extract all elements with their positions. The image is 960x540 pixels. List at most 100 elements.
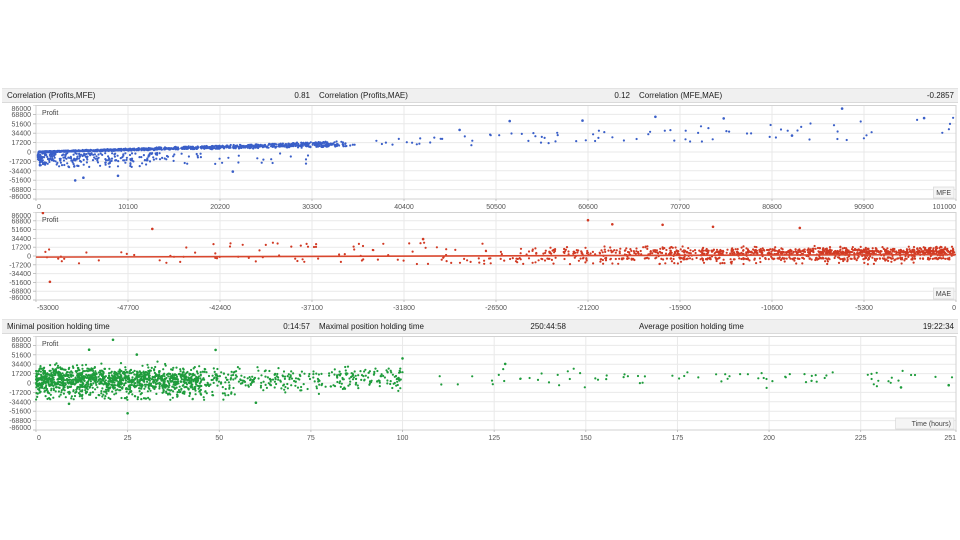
- outlier-point: [503, 362, 507, 366]
- profit-vs-mae-chart: 86000 68800 51600 34400 17200 0 -17200 -34400 -5…: [2, 211, 958, 313]
- correlation-profits-mae-cell: Correlation (Profits,MAE) 0.12: [314, 91, 634, 100]
- svg-text:0: 0: [37, 204, 41, 211]
- svg-text:-42400: -42400: [209, 305, 231, 312]
- outlier-point: [790, 134, 794, 137]
- svg-text:51600: 51600: [12, 121, 32, 128]
- svg-text:0: 0: [27, 150, 31, 157]
- x-axis-title-chip: [895, 417, 955, 430]
- svg-text:10100: 10100: [118, 204, 138, 211]
- svg-text:-21200: -21200: [577, 305, 599, 312]
- outlier-point: [82, 176, 85, 179]
- outlier-point: [711, 225, 715, 229]
- outlier-point: [41, 211, 45, 215]
- svg-text:86000: 86000: [12, 106, 32, 113]
- svg-text:101000: 101000: [933, 204, 956, 211]
- outlier-point: [508, 119, 512, 123]
- svg-text:-51600: -51600: [9, 280, 31, 287]
- svg-text:34400: 34400: [12, 236, 32, 243]
- x-axis-title: MFE: [936, 190, 951, 197]
- outlier-point: [421, 237, 425, 241]
- outlier-point: [214, 348, 217, 352]
- svg-text:80800: 80800: [762, 204, 782, 211]
- x-axis-title: MAE: [936, 291, 952, 298]
- outlier-point: [840, 107, 844, 110]
- outlier-point: [947, 383, 950, 387]
- svg-text:-47700: -47700: [117, 305, 139, 312]
- svg-text:75: 75: [307, 435, 315, 442]
- svg-text:-68800: -68800: [9, 187, 31, 194]
- profit-vs-mfe-chart: 86000 68800 51600 34400 17200 0 -17200 -34400 -5…: [2, 104, 958, 212]
- outlier-point: [231, 170, 235, 173]
- svg-text:-86000: -86000: [9, 295, 31, 302]
- svg-text:68800: 68800: [12, 343, 32, 350]
- x-axis-title-chip: [933, 186, 955, 199]
- maximal-holding-time-value: 250:44:58: [530, 322, 566, 331]
- svg-text:-68800: -68800: [9, 418, 31, 425]
- y-axis-title: Profit: [42, 341, 58, 348]
- outlier-point: [458, 128, 461, 132]
- maximal-holding-time-cell: Maximal position holding time 250:44:58: [314, 322, 634, 331]
- svg-text:-34400: -34400: [9, 168, 31, 175]
- svg-text:0: 0: [952, 305, 956, 312]
- correlation-profits-mae-value: 0.12: [614, 91, 630, 100]
- x-axis-title: Time (hours): [912, 421, 951, 428]
- correlation-mfe-mae-cell: Correlation (MFE,MAE) -0.2857: [634, 91, 958, 100]
- scatter-points: [35, 338, 954, 415]
- outlier-point: [111, 338, 115, 342]
- outlier-point: [126, 412, 129, 415]
- svg-text:50500: 50500: [486, 204, 506, 211]
- trend-line: [35, 253, 957, 258]
- svg-text:-31800: -31800: [393, 305, 415, 312]
- svg-text:0: 0: [37, 435, 41, 442]
- maximal-holding-time-label: Maximal position holding time: [319, 322, 424, 331]
- correlation-stats-bar: Correlation (Profits,MFE) 0.81 Correlati…: [2, 88, 958, 103]
- svg-text:0: 0: [27, 381, 31, 388]
- svg-text:125: 125: [488, 435, 500, 442]
- outlier-point: [586, 218, 590, 222]
- svg-text:68800: 68800: [12, 112, 32, 119]
- svg-text:0: 0: [27, 254, 31, 261]
- outlier-point: [722, 117, 725, 120]
- outlier-point: [151, 227, 154, 231]
- svg-text:-10600: -10600: [761, 305, 783, 312]
- svg-text:-37100: -37100: [301, 305, 323, 312]
- svg-text:51600: 51600: [12, 352, 32, 359]
- minimal-holding-time-value: 0:14:57: [283, 322, 310, 331]
- report-content: Correlation (Profits,MFE) 0.81 Correlati…: [2, 88, 958, 443]
- svg-text:251: 251: [944, 435, 956, 442]
- svg-text:-17200: -17200: [9, 262, 31, 269]
- svg-text:50: 50: [215, 435, 223, 442]
- svg-text:-15900: -15900: [669, 305, 691, 312]
- svg-text:70700: 70700: [670, 204, 690, 211]
- correlation-profits-mfe-value: 0.81: [294, 91, 310, 100]
- x-axis-title-chip: [933, 287, 955, 300]
- svg-text:-5300: -5300: [855, 305, 873, 312]
- svg-text:40400: 40400: [394, 204, 414, 211]
- svg-text:17200: 17200: [12, 140, 32, 147]
- correlation-mfe-mae-value: -0.2857: [926, 91, 954, 100]
- svg-text:100: 100: [397, 435, 409, 442]
- svg-text:225: 225: [855, 435, 867, 442]
- svg-text:-34400: -34400: [9, 399, 31, 406]
- outlier-point: [116, 174, 120, 178]
- outlier-point: [87, 348, 91, 351]
- svg-text:90900: 90900: [854, 204, 874, 211]
- svg-text:20200: 20200: [210, 204, 230, 211]
- outlier-point: [254, 401, 258, 404]
- svg-text:-17200: -17200: [9, 390, 31, 397]
- svg-text:86000: 86000: [12, 337, 32, 344]
- svg-text:-34400: -34400: [9, 271, 31, 278]
- profit-vs-time-chart: 86000 68800 51600 34400 17200 0 -17200 -34400 -5…: [2, 335, 958, 443]
- svg-text:25: 25: [124, 435, 132, 442]
- outlier-point: [73, 179, 77, 182]
- scatter-points: [36, 107, 955, 182]
- outlier-point: [581, 119, 584, 122]
- svg-text:-68800: -68800: [9, 289, 31, 296]
- holding-time-stats-bar: Minimal position holding time 0:14:57 Ma…: [2, 319, 958, 334]
- profit-vs-mae-plot: 86000688005160034400172000-17200-34400-5…: [9, 211, 957, 312]
- svg-text:17200: 17200: [12, 245, 32, 252]
- average-holding-time-label: Average position holding time: [639, 322, 744, 331]
